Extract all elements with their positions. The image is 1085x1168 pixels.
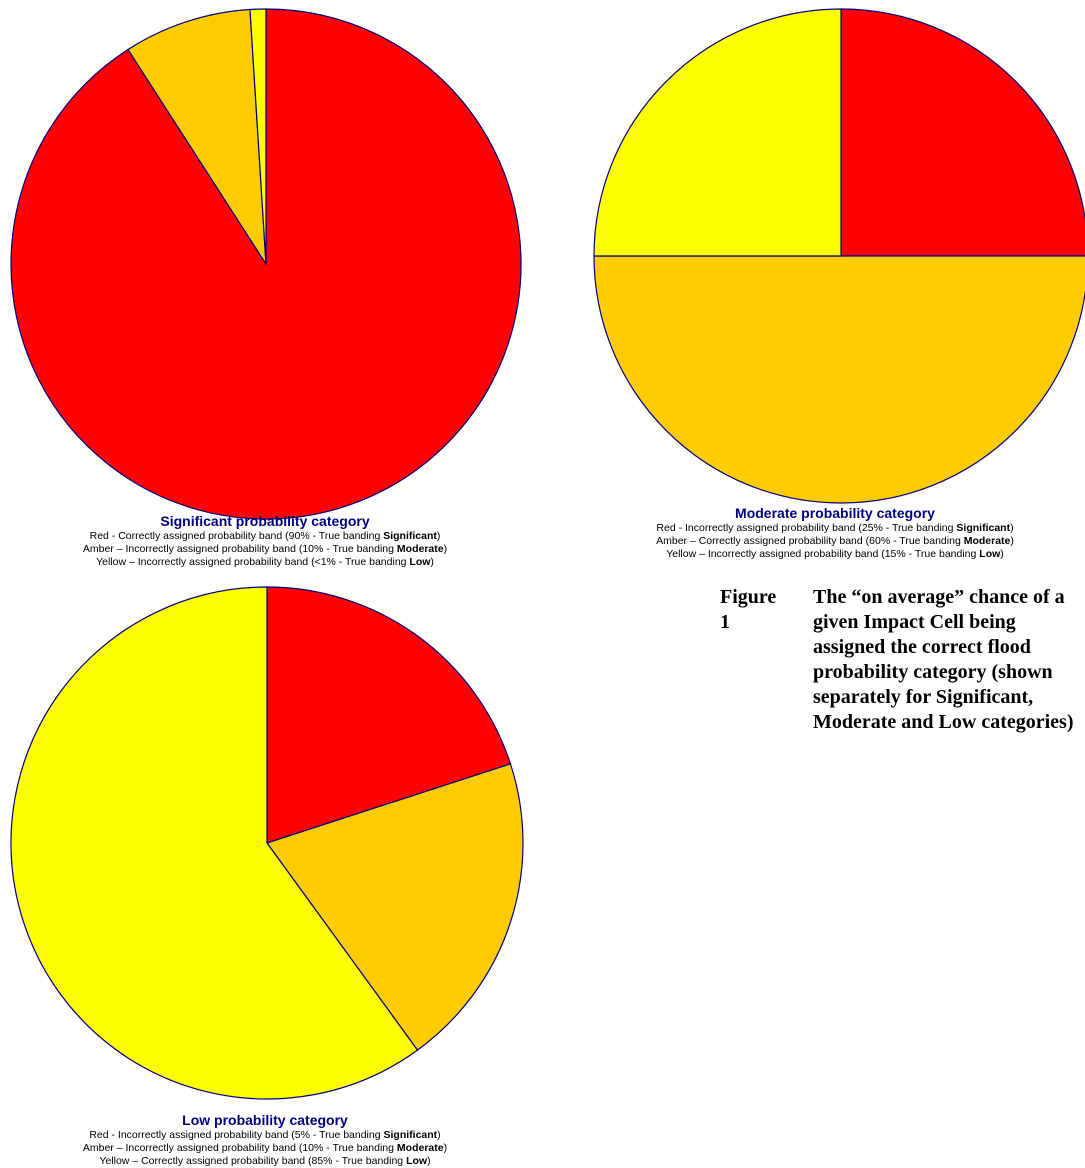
legend-line-red: Red - Incorrectly assigned probability b… [20,1129,510,1142]
legend-text: Yellow – [99,1155,142,1167]
pie-chart-moderate [593,8,1085,504]
legend-text: Amber – [82,543,126,555]
legend-suffix: ) [436,530,441,542]
legend-suffix: ) [1000,548,1004,560]
chart-title: Significant probability category [160,513,370,529]
legend-text: Red - [89,530,119,542]
legend-suffix: ) [1010,522,1014,534]
pie-chart-low [10,586,524,1100]
pie-slice-red [266,586,512,844]
legend-banding: Low [406,1155,428,1167]
legend-suffix: ) [427,1155,431,1167]
legend-suffix: ) [437,1129,441,1141]
caption-significant: Significant probability category Red - C… [20,513,510,569]
legend-text: Red - [89,1129,118,1141]
chart-title: Low probability category [182,1112,348,1128]
pie-slice-amber [127,8,267,265]
legend-description: Incorrectly assigned probability band (1… [125,1142,397,1154]
legend-description: Incorrectly assigned probability band (1… [125,543,397,555]
pie-slice-red [10,8,522,520]
pie-chart-significant [10,8,522,520]
legend-line-red: Red - Correctly assigned probability ban… [20,530,510,543]
pie-slice-yellow [593,8,842,257]
legend-banding: Significant [956,522,1011,534]
pie-slice-red [840,8,1085,257]
legend-text: Red - [656,522,685,534]
legend-description: Correctly assigned probability band (60%… [698,535,964,547]
legend-suffix: ) [430,556,434,568]
legend-text: Yellow – [666,548,708,560]
legend-description: Incorrectly assigned probability band (<… [137,556,410,568]
legend-line-red: Red - Incorrectly assigned probability b… [585,522,1085,535]
chart-title: Moderate probability category [735,505,935,521]
legend-description: Incorrectly assigned probability band (5… [117,1129,384,1141]
legend-banding: Moderate [963,535,1011,547]
legend-line-amber: Amber – Correctly assigned probability b… [585,535,1085,548]
legend-line-yellow: Yellow – Incorrectly assigned probabilit… [585,548,1085,561]
legend-suffix: ) [443,543,448,555]
pie-slice-yellow [249,8,267,265]
figure-text: The “on average” chance of a given Impac… [813,586,1074,733]
pie-slice-amber [266,763,524,1051]
legend-banding: Moderate [396,543,444,555]
legend-text: Yellow – [96,556,138,568]
legend-text: Amber – [82,1142,126,1154]
legend-description: Correctly assigned probability band (90%… [118,530,384,542]
caption-moderate: Moderate probability category Red - Inco… [585,505,1085,561]
legend-suffix: ) [1010,535,1014,547]
legend-description: Incorrectly assigned probability band (2… [685,522,957,534]
legend-text: Amber – [656,535,699,547]
pie-slice-yellow [10,586,419,1100]
legend-line-amber: Amber – Incorrectly assigned probability… [20,543,510,556]
legend-banding: Significant [383,1129,438,1141]
legend-line-amber: Amber – Incorrectly assigned probability… [20,1142,510,1155]
legend-banding: Low [979,548,1001,560]
legend-banding: Low [409,556,431,568]
legend-banding: Significant [383,530,437,542]
legend-banding: Moderate [396,1142,444,1154]
legend-suffix: ) [443,1142,448,1154]
legend-description: Correctly assigned probability band (85%… [141,1155,407,1167]
caption-low: Low probability category Red - Incorrect… [20,1112,510,1168]
legend-line-yellow: Yellow – Correctly assigned probability … [20,1155,510,1168]
legend-description: Incorrectly assigned probability band (1… [707,548,980,560]
figure-label: Figure 1 [720,586,777,633]
pie-slice-amber [593,255,1085,504]
legend-line-yellow: Yellow – Incorrectly assigned probabilit… [20,556,510,569]
